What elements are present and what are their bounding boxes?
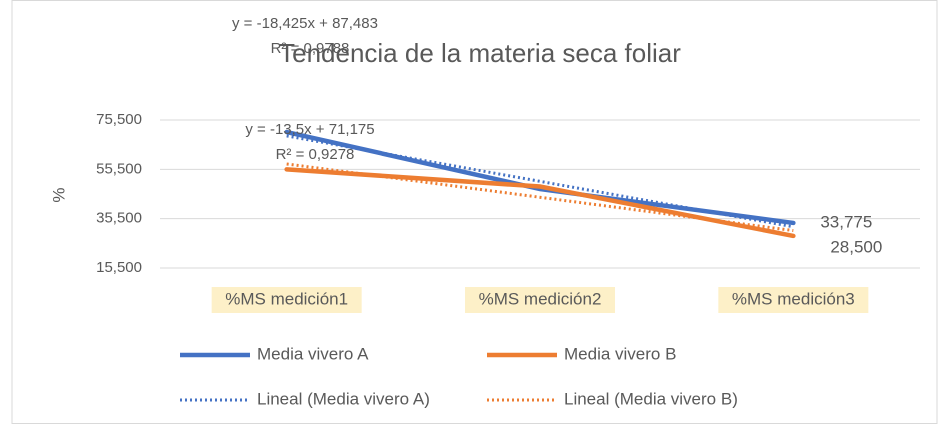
chart-title: Tendencia de la materia seca foliar <box>279 38 681 68</box>
legend-label: Lineal (Media vivero A) <box>257 389 430 408</box>
y-tick-label: 75,500 <box>96 111 142 128</box>
x-tick-highlight <box>465 287 615 313</box>
trendline-equation: y = -13,5x + 71,175 <box>245 121 374 138</box>
trendline-equation: y = -18,425x + 87,483 <box>232 15 378 32</box>
y-axis-label: % <box>49 187 68 202</box>
x-tick-label: %MS medición1 <box>225 289 348 308</box>
legend-label: Lineal (Media vivero B) <box>564 389 738 408</box>
x-tick-highlight <box>718 287 869 313</box>
series-line <box>284 129 796 226</box>
y-tick-label: 35,500 <box>96 210 142 227</box>
x-tick-label: %MS medición2 <box>479 289 602 308</box>
x-tick-highlight <box>211 287 362 313</box>
data-label: 33,775 <box>820 212 872 231</box>
trendline-r-squared: R² = 0,9788 <box>271 40 350 57</box>
legend-label: Media vivero A <box>257 344 369 363</box>
x-tick-label: %MS medición3 <box>732 289 855 308</box>
legend-label: Media vivero B <box>564 344 676 363</box>
data-label: 28,500 <box>830 237 882 256</box>
trendline-r-squared: R² = 0,9278 <box>276 146 355 163</box>
chart-frame <box>11 0 938 424</box>
y-tick-label: 15,500 <box>96 259 142 276</box>
y-tick-label: 55,500 <box>96 160 142 177</box>
series-line <box>284 167 796 239</box>
